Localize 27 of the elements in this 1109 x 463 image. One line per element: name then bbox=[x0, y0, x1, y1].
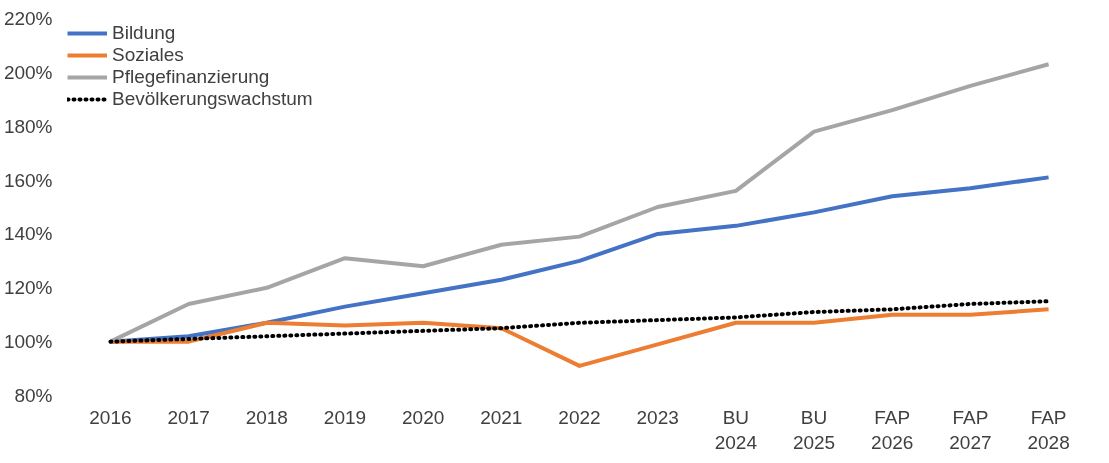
x-tick-label: FAP 2028 bbox=[1027, 406, 1070, 453]
legend-label: Soziales bbox=[112, 44, 184, 66]
x-tick-label: 2020 bbox=[402, 406, 445, 428]
legend-label: Pflegefinanzierung bbox=[112, 66, 270, 88]
y-tick-label: 160% bbox=[3, 169, 53, 191]
x-tick-label: 2019 bbox=[323, 406, 367, 428]
line-series bbox=[108, 299, 1051, 344]
y-tick-label: 220% bbox=[3, 8, 53, 29]
y-tick-label: 180% bbox=[3, 115, 53, 137]
x-tick-label: BU 2024 bbox=[714, 406, 758, 453]
legend-label: Bildung bbox=[112, 22, 176, 44]
y-tick-label: 140% bbox=[3, 223, 53, 245]
x-tick-label: FAP 2027 bbox=[949, 406, 992, 453]
x-tick-label: 2021 bbox=[480, 406, 523, 428]
x-tick-label: 2017 bbox=[167, 406, 210, 428]
y-tick-label: 200% bbox=[3, 61, 53, 83]
legend-label: Bevölkerungswachstum bbox=[112, 88, 313, 110]
x-tick-label: 2016 bbox=[89, 406, 132, 428]
x-tick-label: 2018 bbox=[245, 406, 288, 428]
x-tick-label: 2022 bbox=[558, 406, 601, 428]
line-series bbox=[108, 62, 1051, 344]
y-tick-label: 100% bbox=[3, 331, 53, 353]
y-tick-label: 120% bbox=[3, 277, 53, 299]
x-tick-label: 2023 bbox=[636, 406, 679, 428]
x-tick-label: FAP 2026 bbox=[871, 406, 914, 453]
x-tick-label: BU 2025 bbox=[792, 406, 836, 453]
y-tick-label: 80% bbox=[14, 385, 53, 406]
